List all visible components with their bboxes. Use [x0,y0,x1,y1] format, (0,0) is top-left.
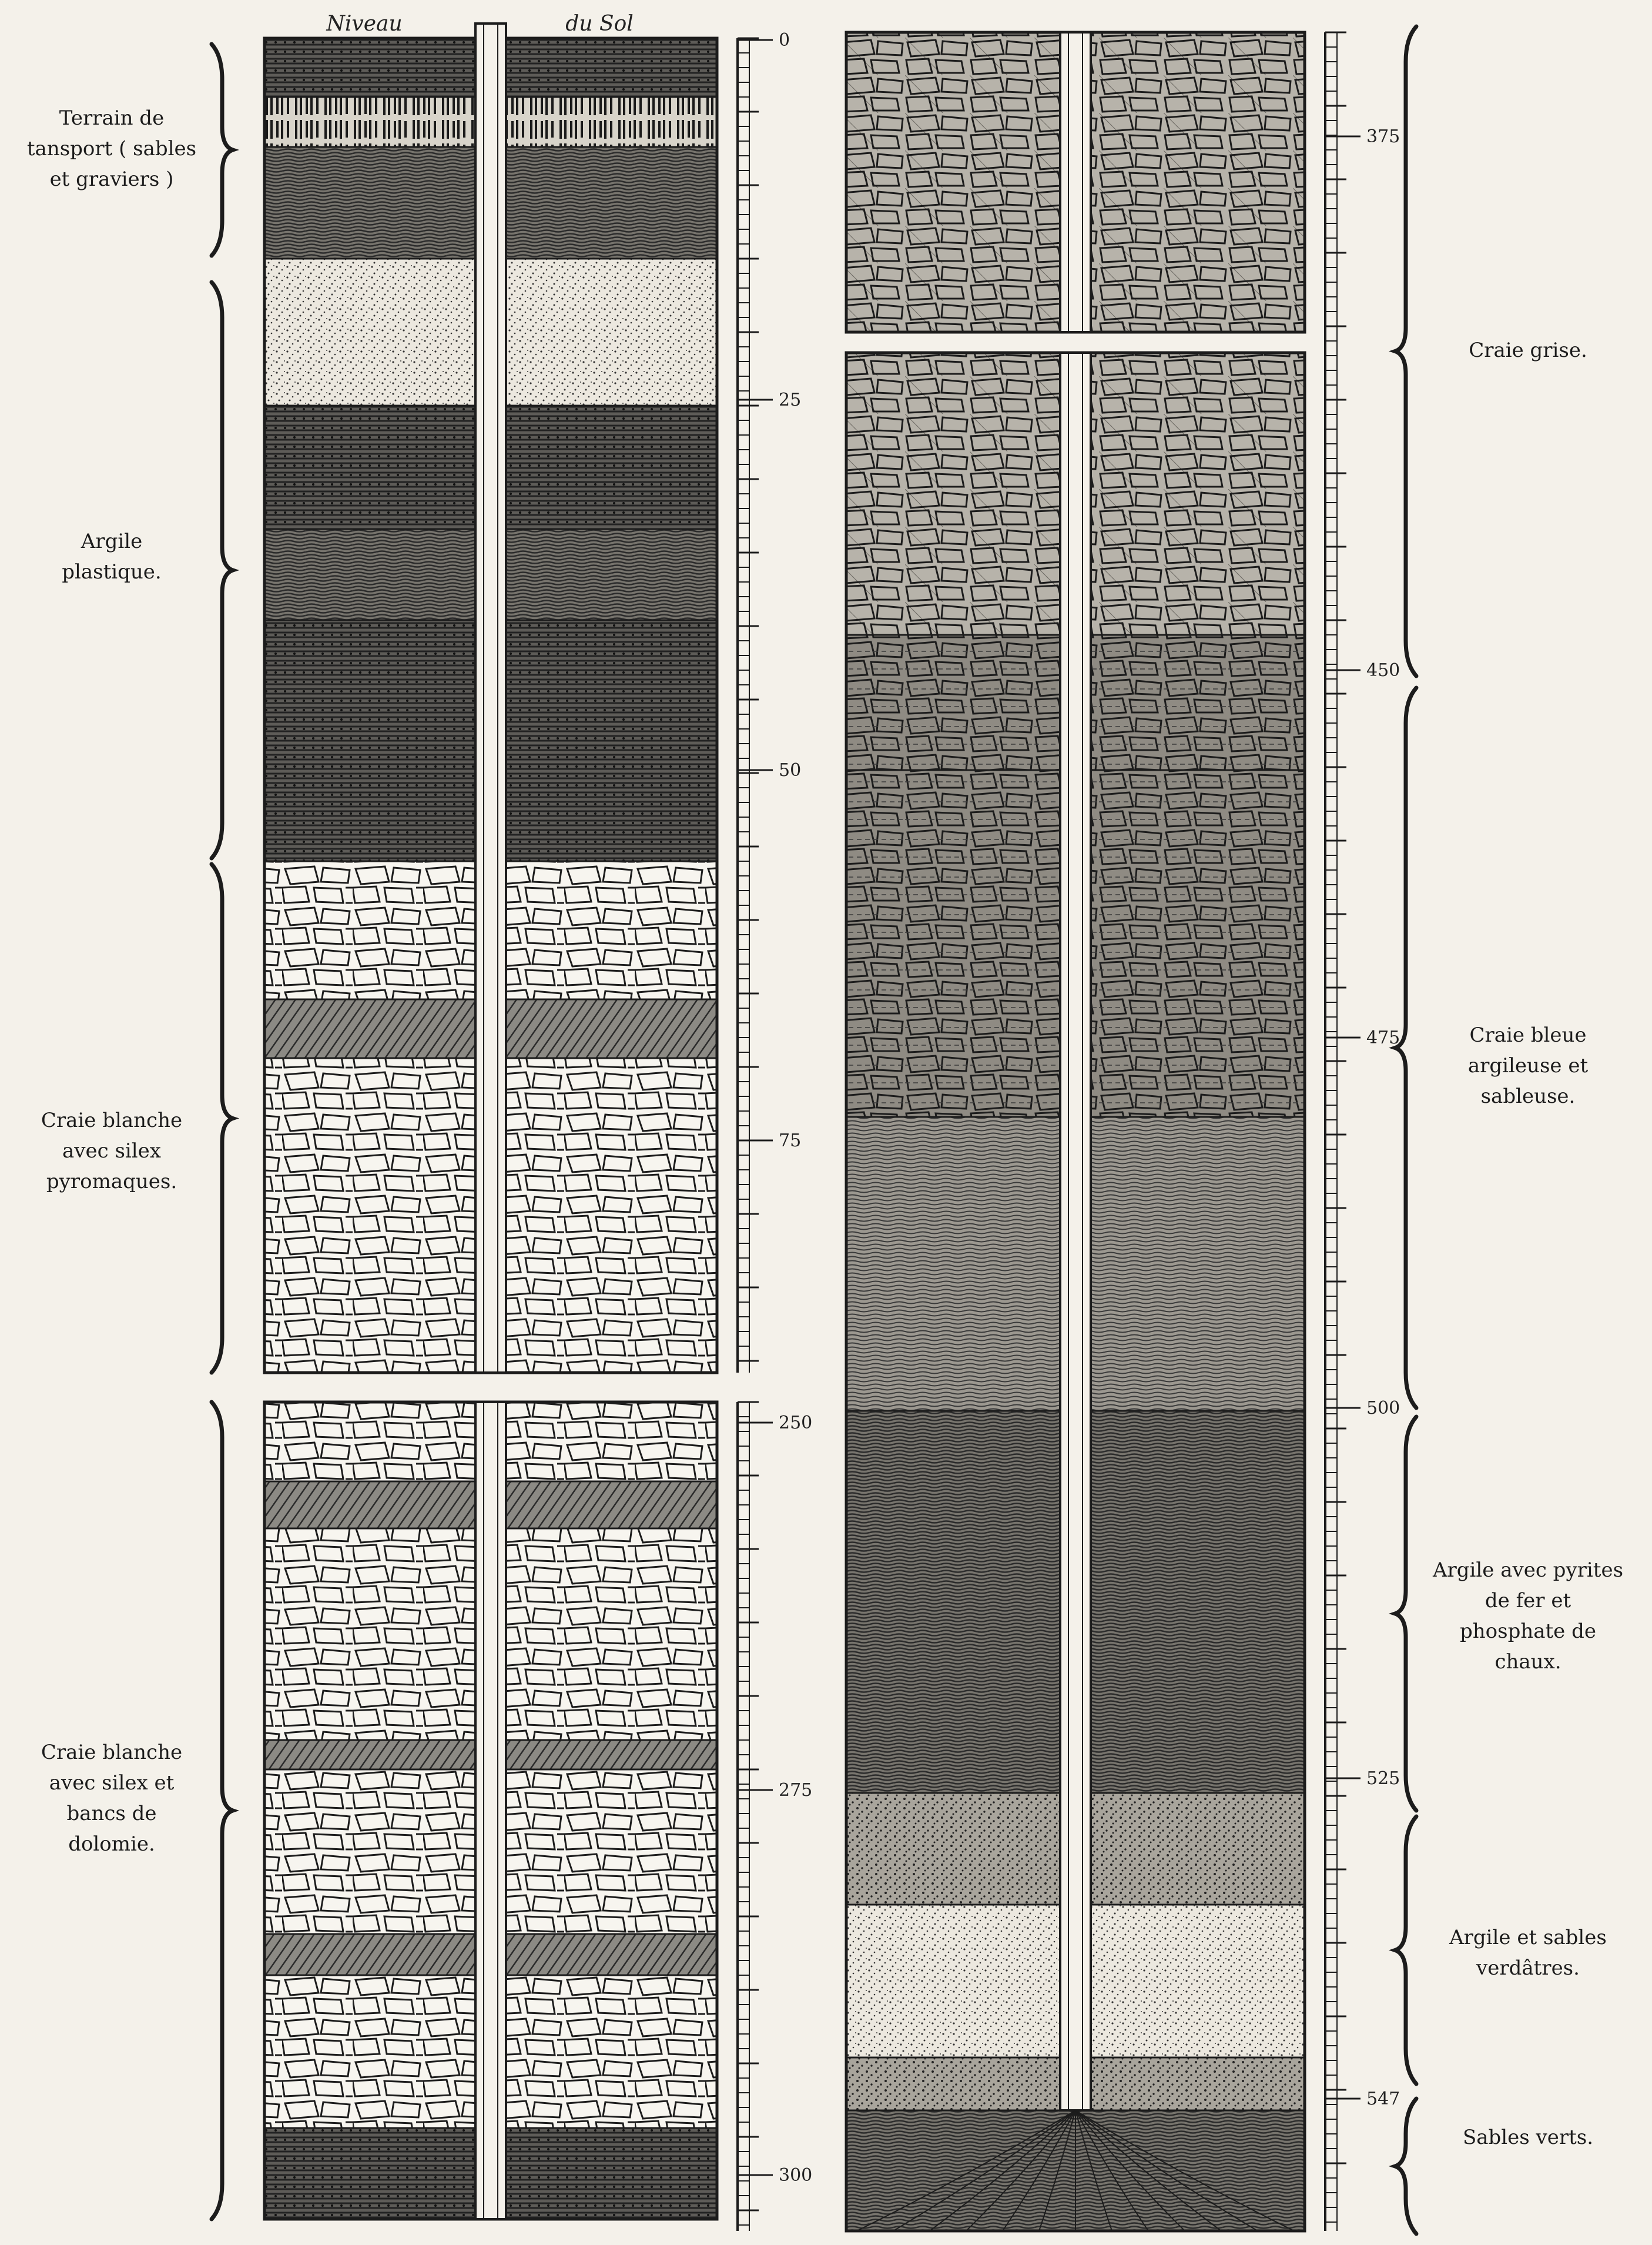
flow-fan-line [1075,2110,1185,2231]
depth-label-a-2: 50 [779,760,801,781]
formation-brace [209,280,240,861]
formation-brace [1388,2096,1419,2236]
formation-label-craie-silex: Craie blanche avec silex pyromaques. [41,1109,183,1193]
formation-label-craie-dolomie: Craie blanche avec silex et bancs de dol… [41,1741,183,1856]
depth-label-c-3: 500 [1366,1398,1400,1418]
flow-fan-line [929,2110,1076,2231]
formation-brace [209,1400,240,2221]
formation-brace [1388,1414,1419,1813]
depth-label-a-1: 25 [779,390,801,410]
flow-fan-line [1075,2110,1258,2231]
flow-fan-line [1075,2110,1149,2231]
scales-layer: 0 25 50 75 250 275 300 375 450 475 500 525 547 [736,30,1400,2231]
depth-label-a-3: 75 [779,1130,801,1151]
depth-label-c-4: 525 [1366,1768,1400,1789]
formation-label-craie-bleue: Craie bleue argileuse et sableuse. [1467,1023,1589,1108]
flow-fan-line [1002,2110,1076,2231]
depth-label-b-2: 300 [779,2165,812,2186]
formation-brace [1388,24,1419,678]
formation-label-argile-plastique: Argile plastique. [62,530,162,584]
formation-label-craie-grise: Craie grise. [1469,339,1587,362]
depth-label-b-0: 250 [779,1413,812,1433]
depth-label-c-2: 475 [1366,1028,1400,1048]
flow-fan-line [893,2110,1076,2231]
formation-label-sables-verts: Sables verts. [1462,2126,1594,2149]
flow-fan-line [856,2110,1076,2231]
flow-fan-line [1075,2110,1295,2231]
formation-brace [1388,685,1419,1410]
depth-label-b-1: 275 [779,1780,812,1801]
formation-brace [209,42,240,258]
braces-layer [209,24,1419,2236]
pipes-layer [474,22,1295,2231]
flow-fan-line [1075,2110,1222,2231]
flow-fan-line [966,2110,1076,2231]
formation-label-argile-sables: Argile et sables verdâtres. [1449,1926,1607,1980]
formation-label-transport: Terrain de tansport ( sables et graviers… [26,106,197,191]
formation-brace [1388,1814,1419,2086]
borehole-pipe-2 [1059,31,1092,333]
header-right-label: du Sol [565,12,634,36]
formation-label-argile-pyrites: Argile avec pyrites de fer et phosphate … [1432,1558,1624,1674]
flow-fan-line [1075,2110,1112,2231]
borehole-pipe-3 [1059,352,1092,2112]
depth-label-a-0: 0 [779,30,790,51]
formation-brace [209,862,240,1375]
depth-label-c-0: 375 [1366,126,1400,147]
depth-label-c-5: 547 [1366,2089,1400,2109]
borehole-pipe-1 [474,1401,507,2220]
depth-label-c-1: 450 [1366,660,1400,681]
flow-fan-line [1038,2110,1076,2231]
header-left-label: Niveau [326,12,402,36]
borehole-pipe-0 [474,22,507,1374]
